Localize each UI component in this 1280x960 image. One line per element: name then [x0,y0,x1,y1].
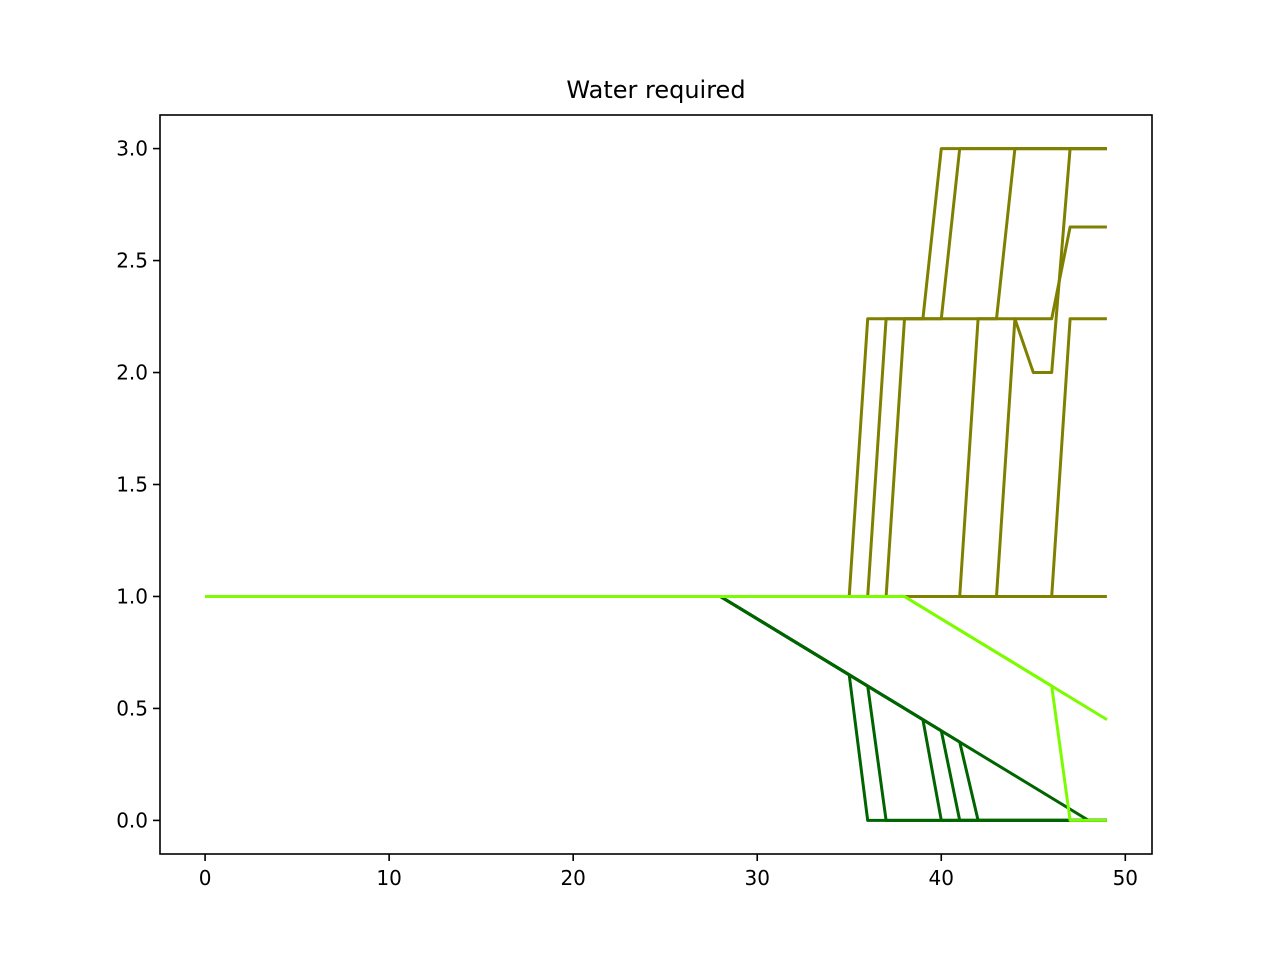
y-tick-label: 3.0 [116,137,148,161]
x-tick-label: 50 [1113,866,1138,890]
y-tick-label: 2.5 [116,249,148,273]
x-tick-label: 10 [376,866,401,890]
x-tick-label: 20 [560,866,585,890]
y-tick-label: 0.5 [116,696,148,720]
x-tick-label: 0 [199,866,212,890]
x-tick-label: 30 [744,866,769,890]
x-axis: 0 10 20 30 40 50 [199,854,1138,890]
x-tick-label: 40 [929,866,954,890]
y-tick-label: 1.5 [116,473,148,497]
series-line-4 [205,147,1107,598]
y-axis: 0.0 0.5 1.0 1.5 2.0 2.5 3.0 [116,137,160,832]
y-tick-label: 0.0 [116,808,148,832]
y-tick-label: 2.0 [116,361,148,385]
chart-title: Water required [566,76,745,104]
y-tick-label: 1.0 [116,584,148,608]
series-line-15 [205,595,1108,721]
series-layer [205,147,1108,822]
